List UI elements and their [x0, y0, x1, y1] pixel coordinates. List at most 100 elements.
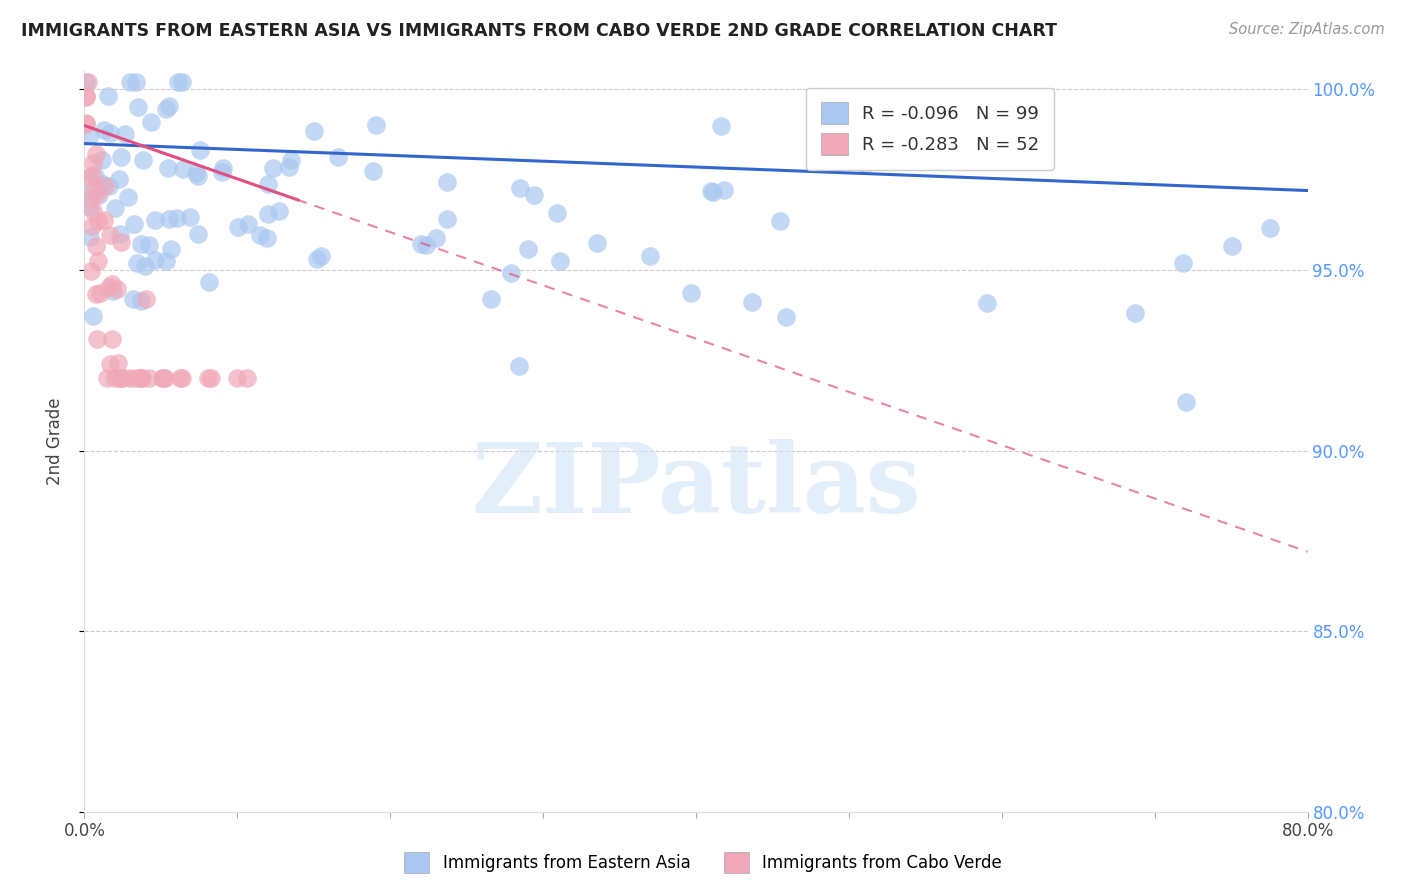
Point [169, 371, 191, 385]
Point [236, 217, 259, 231]
Point [172, 75, 194, 89]
Point [187, 169, 209, 183]
Point [80, 263, 103, 277]
Point [82, 310, 104, 324]
Point [278, 160, 301, 174]
Point [172, 161, 194, 176]
Point [366, 119, 388, 133]
Point [257, 177, 280, 191]
Point [167, 75, 190, 89]
Point [75, 116, 97, 130]
Point [211, 164, 233, 178]
Point [710, 119, 733, 133]
Point [197, 371, 219, 385]
Point [479, 292, 502, 306]
Point [700, 184, 723, 198]
Point [98, 126, 121, 140]
Point [108, 371, 131, 385]
Point [124, 371, 146, 385]
Point [138, 371, 160, 385]
Point [107, 356, 129, 370]
Point [160, 242, 183, 256]
Point [108, 227, 131, 241]
Point [157, 99, 180, 113]
Point [84, 239, 107, 253]
Point [152, 371, 174, 385]
Point [101, 284, 124, 298]
Point [127, 255, 149, 269]
Point [155, 253, 177, 268]
Point [76, 75, 98, 89]
Point [409, 237, 432, 252]
Point [235, 371, 257, 385]
Point [75, 89, 97, 103]
Point [110, 150, 132, 164]
Point [94, 179, 117, 194]
Point [501, 266, 523, 280]
Point [117, 190, 139, 204]
Point [548, 254, 571, 268]
Point [75, 186, 97, 200]
Point [79, 170, 101, 185]
Point [98, 178, 121, 193]
Point [143, 252, 166, 267]
Point [713, 183, 735, 197]
Point [83, 182, 105, 196]
Point [853, 157, 876, 171]
Point [226, 220, 249, 235]
Point [110, 235, 132, 249]
Point [91, 177, 114, 191]
Point [132, 153, 155, 168]
Point [186, 166, 208, 180]
Point [122, 217, 145, 231]
Point [361, 164, 384, 178]
Point [138, 238, 160, 252]
Point [87, 253, 110, 268]
Point [139, 114, 162, 128]
Point [90, 153, 112, 167]
Point [198, 275, 221, 289]
Point [302, 124, 325, 138]
Point [769, 214, 792, 228]
Point [82, 155, 104, 169]
Point [79, 128, 101, 142]
Point [166, 211, 188, 226]
Point [120, 75, 142, 89]
Point [1173, 256, 1195, 270]
Point [103, 371, 125, 385]
Y-axis label: 2nd Grade: 2nd Grade [45, 398, 63, 485]
Point [425, 231, 447, 245]
Point [1174, 394, 1197, 409]
Point [89, 285, 111, 300]
Point [143, 213, 166, 227]
Point [200, 371, 222, 385]
Point [79, 230, 101, 244]
Point [157, 161, 180, 175]
Point [741, 295, 763, 310]
Point [101, 332, 124, 346]
Point [75, 117, 97, 131]
Point [267, 203, 290, 218]
Point [96, 371, 118, 385]
Point [82, 204, 104, 219]
Point [82, 219, 104, 234]
Point [249, 228, 271, 243]
Point [309, 249, 332, 263]
Point [120, 371, 142, 385]
Point [212, 161, 235, 175]
Point [155, 371, 177, 385]
Legend: R = -0.096   N = 99, R = -0.283   N = 52: R = -0.096 N = 99, R = -0.283 N = 52 [807, 87, 1054, 169]
Point [415, 238, 437, 252]
Point [679, 285, 702, 300]
Point [1260, 220, 1282, 235]
Point [104, 201, 127, 215]
Point [280, 153, 302, 168]
Point [89, 188, 111, 202]
Point [172, 371, 194, 385]
Point [121, 292, 143, 306]
Point [75, 75, 97, 89]
Legend: Immigrants from Eastern Asia, Immigrants from Cabo Verde: Immigrants from Eastern Asia, Immigrants… [398, 846, 1008, 880]
Point [509, 181, 531, 195]
Point [111, 371, 134, 385]
Point [128, 371, 150, 385]
